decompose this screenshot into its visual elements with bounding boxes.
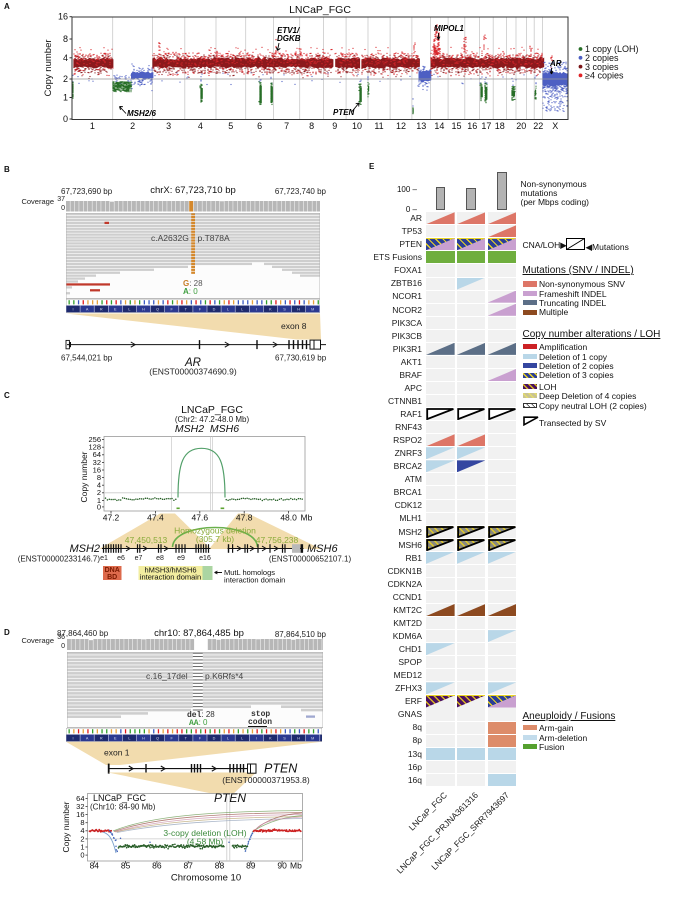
svg-text:0: 0 — [63, 114, 68, 124]
svg-text:L: L — [128, 308, 130, 312]
svg-text:E: E — [114, 736, 117, 740]
svg-text:0: 0 — [97, 502, 101, 511]
svg-text:AR: AR — [549, 59, 562, 68]
svg-text:DNA: DNA — [105, 567, 120, 574]
svg-text:S: S — [283, 736, 286, 740]
svg-text:e8: e8 — [156, 555, 164, 562]
svg-text:47,450,513: 47,450,513 — [125, 535, 168, 545]
svg-text:interaction domain: interaction domain — [140, 572, 201, 581]
svg-text:2: 2 — [130, 121, 135, 131]
svg-text:16: 16 — [467, 121, 477, 131]
svg-text:E: E — [114, 308, 117, 312]
svg-text:I: I — [72, 308, 73, 312]
svg-text:47,756,238: 47,756,238 — [256, 535, 299, 545]
svg-text:1: 1 — [63, 93, 68, 103]
svg-text:Q: Q — [156, 308, 159, 312]
svg-text:exon 1: exon 1 — [104, 748, 130, 758]
svg-text:e7: e7 — [135, 555, 143, 562]
svg-text:L: L — [227, 736, 229, 740]
svg-text:L: L — [128, 736, 130, 740]
svg-text:I: I — [256, 736, 257, 740]
svg-text:8: 8 — [63, 34, 68, 44]
svg-text:17: 17 — [481, 121, 491, 131]
svg-text:4: 4 — [198, 121, 203, 131]
svg-text:5: 5 — [228, 121, 233, 131]
svg-text:BD: BD — [107, 574, 117, 581]
svg-text:K: K — [269, 308, 272, 312]
svg-text:Mb: Mb — [290, 861, 302, 871]
svg-text:12: 12 — [396, 121, 406, 131]
svg-text:10: 10 — [352, 121, 362, 131]
svg-text:exon 8: exon 8 — [281, 321, 307, 331]
svg-text:interaction domain: interaction domain — [224, 575, 285, 584]
svg-text:8: 8 — [309, 121, 314, 131]
svg-text:6: 6 — [257, 121, 262, 131]
svg-text:X: X — [552, 121, 558, 131]
svg-text:PTEN: PTEN — [333, 108, 355, 117]
svg-text:Copy number: Copy number — [43, 39, 54, 96]
svg-text:3: 3 — [166, 121, 171, 131]
svg-text:9: 9 — [332, 121, 337, 131]
svg-text:M: M — [311, 736, 314, 740]
svg-text:K: K — [269, 736, 272, 740]
svg-text:MSH2/6: MSH2/6 — [127, 109, 156, 118]
svg-text:L: L — [241, 736, 243, 740]
svg-text:H: H — [142, 736, 145, 740]
svg-text:1: 1 — [90, 121, 95, 131]
svg-text:PTEN: PTEN — [264, 762, 298, 776]
svg-text:Chromosome 10: Chromosome 10 — [171, 873, 241, 884]
svg-text:22: 22 — [533, 121, 543, 131]
svg-text:Copy number: Copy number — [61, 801, 71, 852]
svg-text:PTEN: PTEN — [214, 791, 246, 805]
svg-text:11: 11 — [374, 121, 383, 131]
svg-text:(305.7 kb): (305.7 kb) — [196, 534, 234, 544]
svg-text:LNCaP_FGC: LNCaP_FGC — [289, 4, 351, 16]
svg-text:H: H — [297, 736, 300, 740]
svg-text:Copy number: Copy number — [79, 451, 89, 502]
svg-text:16: 16 — [58, 12, 68, 22]
svg-text:(4.58 Mb): (4.58 Mb) — [187, 837, 224, 847]
svg-text:LNCaP_FGC: LNCaP_FGC — [93, 793, 147, 803]
svg-text:67,544,021 bp: 67,544,021 bp — [61, 354, 113, 363]
svg-text:D: D — [213, 308, 216, 312]
svg-text:15: 15 — [451, 121, 461, 131]
svg-text:(ENST00000233146.7): (ENST00000233146.7) — [18, 555, 101, 564]
svg-text:H: H — [297, 308, 300, 312]
svg-text:0: 0 — [80, 851, 84, 860]
svg-text:2: 2 — [63, 74, 68, 84]
svg-text:S: S — [283, 308, 286, 312]
svg-text:R: R — [100, 736, 103, 740]
svg-text:D: D — [213, 736, 216, 740]
svg-text:e1: e1 — [100, 555, 108, 562]
svg-text:≥4 copies: ≥4 copies — [585, 71, 624, 81]
svg-text:20: 20 — [516, 121, 526, 131]
svg-text:H: H — [142, 308, 145, 312]
svg-text:R: R — [100, 308, 103, 312]
svg-text:MIPOL1: MIPOL1 — [434, 24, 464, 33]
svg-text:e16: e16 — [199, 555, 211, 562]
svg-text:I: I — [256, 308, 257, 312]
svg-text:13: 13 — [416, 121, 426, 131]
svg-text:I: I — [72, 736, 73, 740]
svg-text:4: 4 — [63, 53, 68, 63]
svg-text:L: L — [227, 308, 229, 312]
svg-text:(ENST00000371953.8): (ENST00000371953.8) — [222, 775, 310, 785]
svg-text:e6: e6 — [117, 555, 125, 562]
svg-text:(Chr10: 84-90 Mb): (Chr10: 84-90 Mb) — [90, 803, 156, 812]
svg-text:(ENST00000374690.9): (ENST00000374690.9) — [149, 367, 237, 377]
svg-text:L: L — [241, 308, 243, 312]
svg-text:18: 18 — [495, 121, 505, 131]
svg-text:DGKB: DGKB — [277, 34, 301, 43]
svg-text:e9: e9 — [177, 555, 185, 562]
svg-text:14: 14 — [434, 121, 444, 131]
svg-text:Q: Q — [156, 736, 159, 740]
svg-text:7: 7 — [284, 121, 289, 131]
svg-text:M: M — [311, 308, 314, 312]
svg-text:67,730,619 bp: 67,730,619 bp — [275, 354, 327, 363]
svg-text:MSH2: MSH2 — [69, 543, 100, 555]
